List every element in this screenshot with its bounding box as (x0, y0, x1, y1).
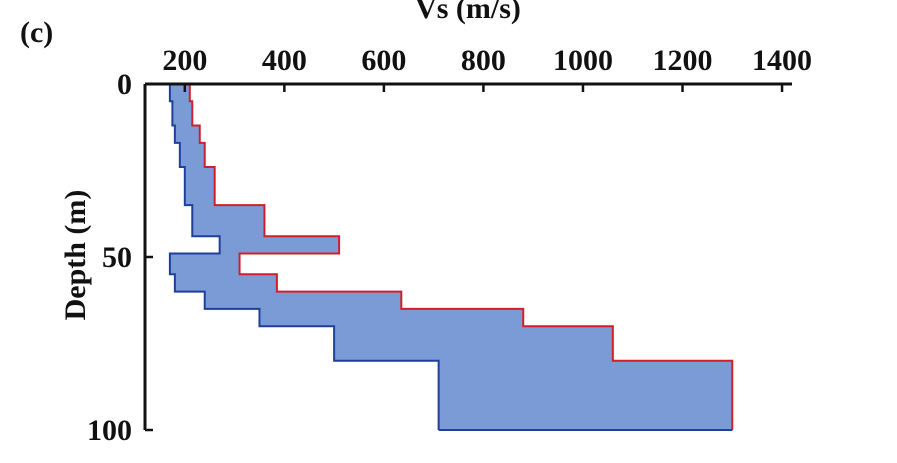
x-tick-label: 200 (162, 44, 207, 77)
panel-label: (c) (20, 16, 53, 49)
x-tick-label: 400 (262, 44, 307, 77)
y-tick-label: 50 (102, 241, 132, 274)
y-tick-label: 0 (117, 68, 132, 101)
x-axis-title: Vs (m/s) (415, 0, 521, 25)
x-tick-label: 1000 (553, 44, 613, 77)
upper-bound-line (188, 84, 734, 430)
x-tick-label: 600 (361, 44, 406, 77)
y-axis-title: Depth (m) (59, 190, 92, 321)
y-tick-label: 100 (87, 414, 132, 447)
lower-bound-line (168, 84, 440, 430)
axes: 200 400 600 800 1000 1200 1400 0 50 100 (87, 44, 812, 447)
x-tick-label: 1200 (653, 44, 713, 77)
plot-area (168, 83, 734, 431)
x-tick-label: 1400 (752, 44, 812, 77)
x-tick-label: 800 (461, 44, 506, 77)
vs-range-band (169, 84, 733, 430)
